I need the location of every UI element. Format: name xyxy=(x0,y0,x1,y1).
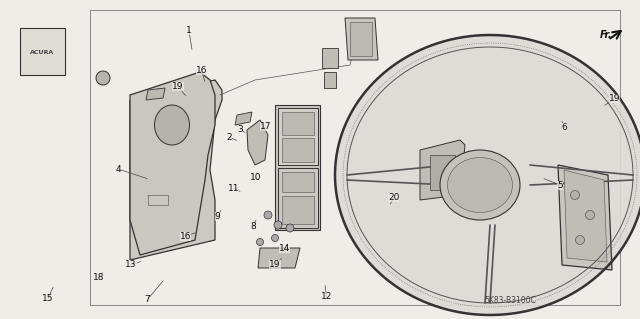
Polygon shape xyxy=(258,248,300,268)
Text: 8: 8 xyxy=(250,222,255,231)
Text: 4: 4 xyxy=(116,165,121,174)
Polygon shape xyxy=(20,28,65,75)
Ellipse shape xyxy=(274,221,282,229)
Polygon shape xyxy=(247,120,268,165)
Polygon shape xyxy=(278,108,318,165)
Text: 19: 19 xyxy=(269,260,281,269)
Text: 7: 7 xyxy=(145,295,150,304)
Polygon shape xyxy=(278,168,318,228)
Text: 16: 16 xyxy=(196,66,207,75)
Polygon shape xyxy=(322,48,338,68)
Polygon shape xyxy=(420,140,465,200)
Ellipse shape xyxy=(96,71,110,85)
Polygon shape xyxy=(324,72,336,88)
Ellipse shape xyxy=(447,158,513,212)
Polygon shape xyxy=(282,196,314,224)
Text: 12: 12 xyxy=(321,292,332,301)
Polygon shape xyxy=(350,22,372,56)
Text: 9: 9 xyxy=(215,212,220,221)
Text: 20: 20 xyxy=(388,193,399,202)
Ellipse shape xyxy=(286,224,294,232)
Polygon shape xyxy=(335,35,640,315)
Text: 18: 18 xyxy=(93,273,105,282)
Polygon shape xyxy=(235,112,252,125)
Ellipse shape xyxy=(440,150,520,220)
Text: 19: 19 xyxy=(609,94,620,103)
Text: 11: 11 xyxy=(228,184,239,193)
Text: 3: 3 xyxy=(237,125,243,134)
Text: 2: 2 xyxy=(227,133,232,142)
Text: 14: 14 xyxy=(279,244,291,253)
Polygon shape xyxy=(282,138,314,162)
Polygon shape xyxy=(345,18,378,60)
Ellipse shape xyxy=(575,235,584,244)
Polygon shape xyxy=(146,88,165,100)
Ellipse shape xyxy=(264,211,272,219)
Ellipse shape xyxy=(271,234,278,241)
Polygon shape xyxy=(282,112,314,135)
Text: 5: 5 xyxy=(557,181,563,189)
Ellipse shape xyxy=(154,105,189,145)
Polygon shape xyxy=(430,155,455,190)
Text: 15: 15 xyxy=(42,294,54,303)
Polygon shape xyxy=(282,172,314,192)
Ellipse shape xyxy=(570,190,579,199)
Polygon shape xyxy=(558,165,612,270)
Ellipse shape xyxy=(257,239,264,246)
Text: 19: 19 xyxy=(172,82,184,91)
Text: 16: 16 xyxy=(180,232,191,241)
Text: 1: 1 xyxy=(186,26,191,35)
Ellipse shape xyxy=(586,211,595,219)
Text: 13: 13 xyxy=(125,260,137,269)
Text: 6: 6 xyxy=(562,123,567,132)
Text: ACURA: ACURA xyxy=(30,49,54,55)
Text: Fr.: Fr. xyxy=(600,30,612,40)
Text: 5K83-B3100C: 5K83-B3100C xyxy=(484,296,536,305)
Polygon shape xyxy=(130,80,222,260)
Polygon shape xyxy=(130,72,215,255)
Polygon shape xyxy=(564,170,607,262)
Text: 10: 10 xyxy=(250,173,262,182)
Polygon shape xyxy=(275,105,320,230)
Text: 17: 17 xyxy=(260,122,271,131)
